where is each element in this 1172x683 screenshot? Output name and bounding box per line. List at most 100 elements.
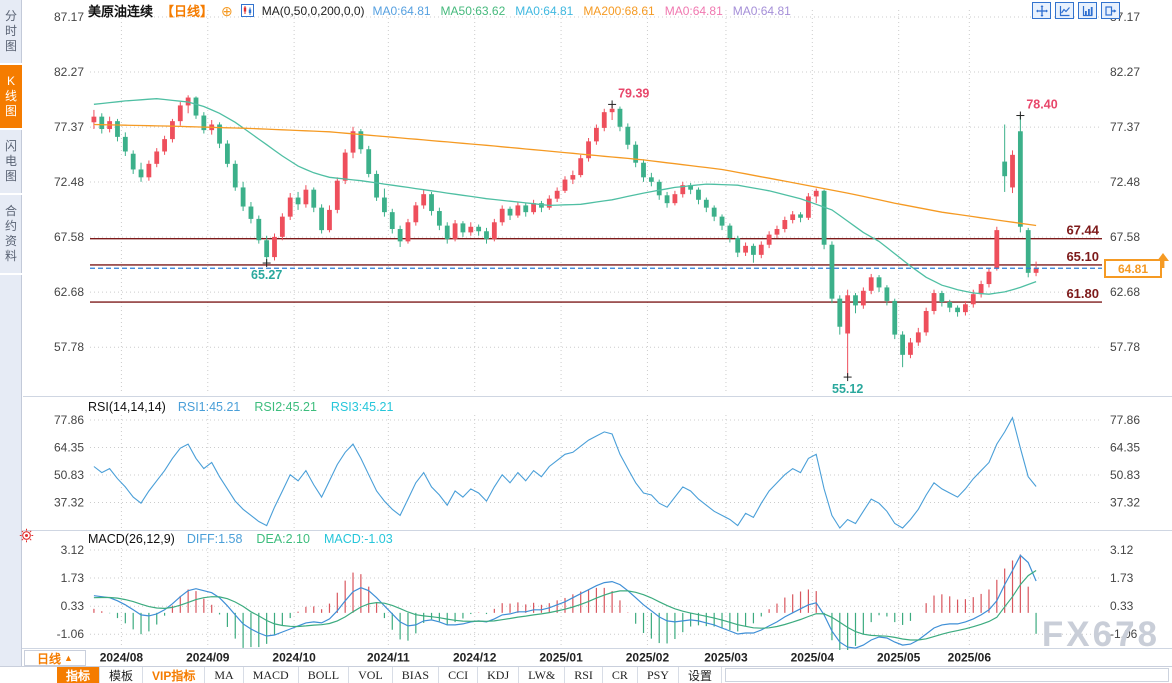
- period-selector-button[interactable]: 日线 ▲: [24, 650, 86, 666]
- axis-fit-icon[interactable]: [1055, 2, 1074, 19]
- svg-text:77.37: 77.37: [54, 120, 84, 134]
- axis-scale-icon[interactable]: [1078, 2, 1097, 19]
- svg-text:77.37: 77.37: [1110, 120, 1140, 134]
- rsi-values: RSI1:45.21 RSI2:45.21 RSI3:45.21: [178, 400, 394, 414]
- svg-text:62.68: 62.68: [54, 285, 84, 299]
- macd-value-1: DIFF:1.58: [186, 532, 243, 546]
- toolbar-item-10[interactable]: KDJ: [478, 667, 520, 683]
- svg-text:-1.06: -1.06: [57, 627, 85, 641]
- svg-text:67.44: 67.44: [1066, 223, 1099, 238]
- svg-text:77.86: 77.86: [54, 413, 84, 427]
- svg-text:50.83: 50.83: [54, 468, 84, 482]
- svg-text:64.35: 64.35: [54, 440, 84, 454]
- toolbar-item-7[interactable]: VOL: [349, 667, 393, 683]
- svg-text:57.78: 57.78: [1110, 340, 1140, 354]
- crosshair-move-icon[interactable]: [1032, 2, 1051, 19]
- svg-text:0.33: 0.33: [61, 599, 85, 613]
- ma-value-5: MA0:64.81: [664, 3, 723, 18]
- svg-text:67.58: 67.58: [54, 230, 84, 244]
- price-annotations: 79.39 78.40 65.27 55.12: [251, 86, 1058, 396]
- macd-value-3: MACD:-1.03: [323, 532, 393, 546]
- ma-value-1: MA0:64.81: [372, 3, 431, 18]
- ma200-line: [93, 123, 1037, 227]
- svg-text:2025/03: 2025/03: [704, 651, 748, 665]
- svg-text:62.68: 62.68: [1110, 285, 1140, 299]
- ma-value-4: MA200:68.61: [583, 3, 655, 18]
- chart-header: 美原油连续 【日线】 ⊕ MA(0,50,0,200,0,0) MA0:64.8…: [88, 2, 791, 20]
- symbol-name: 美原油连续: [88, 4, 154, 19]
- rsi-value-3: RSI3:45.21: [330, 400, 394, 414]
- svg-text:2024/10: 2024/10: [272, 651, 316, 665]
- toolbar-item-6[interactable]: BOLL: [299, 667, 350, 683]
- toolbar-empty-area: [724, 668, 1169, 682]
- ma50-line: [93, 98, 1037, 295]
- toolbar-item-15[interactable]: 设置: [679, 667, 722, 683]
- svg-text:82.27: 82.27: [1110, 65, 1140, 79]
- toolbar-item-8[interactable]: BIAS: [393, 667, 440, 683]
- period-selector-label: 日线: [37, 651, 62, 666]
- kline-style-icon[interactable]: [240, 4, 254, 17]
- alert-target-icon[interactable]: [19, 528, 34, 543]
- x-axis-labels: 2024/08 2024/09 2024/10 2024/11 2024/12 2025/…: [100, 651, 992, 665]
- chevron-up-icon: ▲: [64, 653, 73, 663]
- sidebar-tab-3[interactable]: 闪电图: [0, 130, 22, 195]
- sidebar-tab-4[interactable]: 合约资料: [0, 195, 22, 275]
- toolbar-item-9[interactable]: CCI: [439, 667, 479, 683]
- price-arrow-marker: [1157, 253, 1169, 268]
- svg-text:64.35: 64.35: [1110, 440, 1140, 454]
- svg-text:37.32: 37.32: [1110, 496, 1140, 510]
- toolbar-item-2[interactable]: 模板: [100, 667, 144, 683]
- ma-settings-label: MA(0,50,0,200,0,0): [261, 3, 365, 18]
- toolbar-item-3[interactable]: VIP指标: [143, 667, 206, 683]
- svg-text:79.39: 79.39: [618, 86, 649, 100]
- rsi-header: RSI(14,14,14) RSI1:45.21 RSI2:45.21 RSI3:4…: [88, 400, 393, 414]
- ma-value-6: MA0:64.81: [732, 3, 791, 18]
- sidebar-tab-1[interactable]: 分时图: [0, 0, 22, 65]
- svg-text:72.48: 72.48: [54, 175, 84, 189]
- svg-text:2024/08: 2024/08: [100, 651, 144, 665]
- svg-text:55.12: 55.12: [832, 382, 863, 396]
- macd-dea-line: [93, 569, 1037, 641]
- gridlines: [0, 10, 1172, 650]
- ma-values: MA0:64.81 MA50:63.62 MA0:64.81 MA200:68.61 M…: [373, 4, 791, 18]
- toolbar-item-5[interactable]: MACD: [244, 667, 299, 683]
- macd-header: MACD(26,12,9) DIFF:1.58 DEA:2.10 MACD:-1.0…: [88, 532, 393, 546]
- toolbar-item-4[interactable]: MA: [205, 667, 244, 683]
- toolbar-item-14[interactable]: PSY: [638, 667, 679, 683]
- ma-value-2: MA50:63.62: [440, 3, 506, 18]
- svg-text:82.27: 82.27: [54, 65, 84, 79]
- svg-text:2024/09: 2024/09: [186, 651, 230, 665]
- svg-text:57.78: 57.78: [54, 340, 84, 354]
- svg-text:50.83: 50.83: [1110, 468, 1140, 482]
- support-resistance-lines: 67.44 65.10 61.80: [90, 223, 1102, 303]
- svg-text:87.17: 87.17: [54, 10, 84, 24]
- toolbar-item-1[interactable]: 指标: [57, 667, 101, 683]
- rsi-title: RSI(14,14,14): [88, 400, 166, 414]
- svg-text:2025/02: 2025/02: [626, 651, 670, 665]
- svg-text:2025/05: 2025/05: [877, 651, 921, 665]
- svg-text:1.73: 1.73: [1110, 571, 1134, 585]
- add-indicator-icon[interactable]: ⊕: [221, 2, 233, 19]
- svg-text:2025/04: 2025/04: [791, 651, 835, 665]
- svg-text:2024/11: 2024/11: [367, 651, 410, 665]
- svg-text:1.73: 1.73: [61, 571, 85, 585]
- svg-text:2025/01: 2025/01: [539, 651, 583, 665]
- svg-text:77.86: 77.86: [1110, 413, 1140, 427]
- macd-value-2: DEA:2.10: [256, 532, 310, 546]
- svg-text:2024/12: 2024/12: [453, 651, 497, 665]
- svg-text:37.32: 37.32: [54, 496, 84, 510]
- svg-text:61.80: 61.80: [1066, 286, 1099, 301]
- svg-text:78.40: 78.40: [1026, 98, 1057, 112]
- svg-text:3.12: 3.12: [61, 543, 85, 557]
- toolbar-item-12[interactable]: RSI: [565, 667, 603, 683]
- pane-forward-icon[interactable]: [1101, 2, 1120, 19]
- rsi-value-1: RSI1:45.21: [177, 400, 241, 414]
- toolbar-item-11[interactable]: LW&: [519, 667, 566, 683]
- toolbar-item-13[interactable]: CR: [603, 667, 638, 683]
- rsi-line: [93, 416, 1037, 529]
- rsi-value-2: RSI2:45.21: [254, 400, 317, 414]
